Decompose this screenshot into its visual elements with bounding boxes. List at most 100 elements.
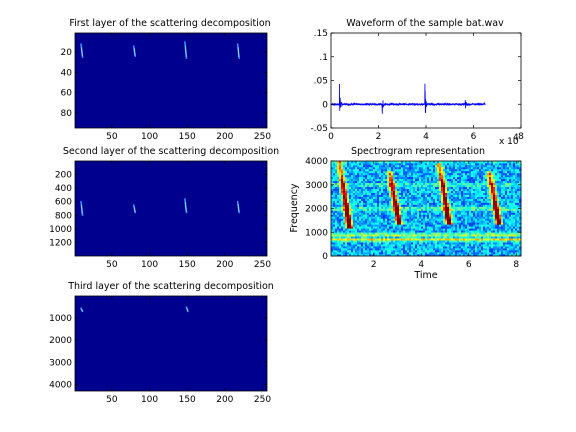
spectrogram-cell xyxy=(481,172,484,176)
spectrogram-cell xyxy=(333,228,336,231)
spectrogram-cell xyxy=(337,184,340,188)
spectrogram-cell xyxy=(401,204,404,207)
spectrogram-cell xyxy=(417,240,420,243)
spectrogram-cell xyxy=(387,206,390,209)
spectrogram-cell xyxy=(349,196,352,199)
spectrogram-cell xyxy=(377,168,380,172)
spectrogram-cell xyxy=(497,161,500,164)
spectrogram-cell xyxy=(497,214,500,217)
spectrogram-cell xyxy=(407,164,410,168)
spectrogram-cell xyxy=(333,196,336,199)
spectrogram-cell xyxy=(483,242,486,245)
spectrogram-cell xyxy=(367,232,370,235)
spectrogram-cell xyxy=(483,194,486,197)
spectrogram-cell xyxy=(415,202,418,205)
spectrogram-cell xyxy=(413,210,416,213)
spectrogram-cell xyxy=(405,190,408,193)
spectrogram-cell xyxy=(407,224,410,227)
spectrogram-cell xyxy=(345,186,348,190)
spectrogram-cell xyxy=(359,196,362,199)
spectrogram-cell xyxy=(385,161,388,164)
spectrogram-cell xyxy=(431,161,434,164)
spectrogram-cell xyxy=(423,174,426,178)
spectrogram-cell xyxy=(441,248,444,251)
spectrogram-cell xyxy=(377,186,380,190)
spectrogram-cell xyxy=(459,214,462,217)
spectrogram-cell xyxy=(357,222,360,225)
spectrogram-cell xyxy=(369,254,372,257)
spectrogram-cell xyxy=(469,202,472,205)
spectrogram-cell xyxy=(469,230,472,233)
spectrogram-cell xyxy=(419,250,422,253)
spectrogram-cell xyxy=(341,212,344,215)
spectrogram-cell xyxy=(407,161,410,164)
spectrogram-cell xyxy=(373,244,376,247)
spectrogram-cell xyxy=(483,184,486,188)
spectrogram-cell xyxy=(443,252,446,255)
spectrogram-cell xyxy=(507,252,510,255)
spectrogram-cell xyxy=(447,232,450,235)
spectrogram-cell xyxy=(455,162,458,166)
spectrogram-cell xyxy=(477,236,480,239)
spectrogram-cell xyxy=(359,176,362,180)
spectrogram-cell xyxy=(489,180,492,184)
spectrogram-cell xyxy=(373,240,376,243)
spectrogram-cell xyxy=(495,232,498,235)
spectrogram-cell xyxy=(373,250,376,253)
spectrogram-cell xyxy=(339,212,342,215)
spectrogram-cell xyxy=(443,238,446,241)
spectrogram-cell xyxy=(411,180,414,184)
spectrogram-cell xyxy=(371,254,374,257)
spectrogram-cell xyxy=(493,180,496,184)
spectrogram-cell xyxy=(367,198,370,201)
spectrogram-cell xyxy=(455,166,458,170)
spectrogram-cell xyxy=(397,161,400,164)
spectrogram-cell xyxy=(343,204,346,207)
spectrogram-cell xyxy=(411,218,414,221)
spectrogram-cell xyxy=(359,216,362,219)
spectrogram-cell xyxy=(397,166,400,170)
spectrogram-cell xyxy=(367,190,370,193)
spectrogram-cell xyxy=(435,246,438,249)
spectrogram-cell xyxy=(361,240,364,243)
spectrogram-cell xyxy=(465,192,468,195)
spectrogram-cell xyxy=(421,228,424,231)
spectrogram-cell xyxy=(335,162,338,166)
spectrogram-cell xyxy=(459,168,462,172)
spectrogram-cell xyxy=(463,230,466,233)
spectrogram-cell xyxy=(519,244,522,247)
spectrogram-cell xyxy=(377,224,380,227)
spectrogram-cell xyxy=(465,250,468,253)
y-tick-label: 2000 xyxy=(305,205,328,215)
spectrogram-cell xyxy=(517,210,520,213)
spectrogram-cell xyxy=(489,248,492,251)
spectrogram-cell xyxy=(455,232,458,235)
spectrogram-cell xyxy=(463,170,466,174)
spectrogram-cell xyxy=(443,208,446,211)
spectrogram-cell xyxy=(519,254,522,257)
spectrogram-cell xyxy=(465,190,468,193)
spectrogram-cell xyxy=(361,234,364,237)
spectrogram-cell xyxy=(447,198,450,201)
spectrogram-cell xyxy=(519,212,522,215)
spectrogram-cell xyxy=(427,180,430,184)
spectrogram-cell xyxy=(331,234,334,237)
spectrogram-cell xyxy=(453,228,456,231)
spectrogram-cell xyxy=(391,188,394,191)
spectrogram-cell xyxy=(359,200,362,203)
spectrogram-cell xyxy=(407,196,410,199)
spectrogram-cell xyxy=(501,238,504,241)
subplot-first-layer: First layer of the scattering decomposit… xyxy=(61,18,272,142)
spectrogram-cell xyxy=(339,176,342,180)
spectrogram-cell xyxy=(399,164,402,168)
spectrogram-cell xyxy=(351,186,354,190)
spectrogram-cell xyxy=(445,176,448,180)
spectrogram-cell xyxy=(481,210,484,213)
spectrogram-cell xyxy=(377,170,380,174)
spectrogram-cell xyxy=(387,184,390,188)
spectrogram-cell xyxy=(419,244,422,247)
spectrogram-cell xyxy=(351,226,354,229)
spectrogram-cell xyxy=(389,234,392,237)
spectrogram-cell xyxy=(423,248,426,251)
spectrogram-cell xyxy=(463,214,466,217)
